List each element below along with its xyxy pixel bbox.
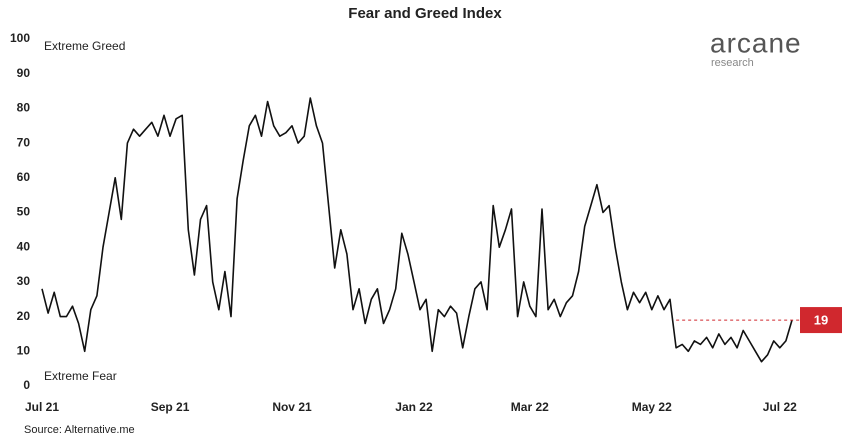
x-tick-label: Mar 22 [511, 400, 549, 414]
logo: arcane [710, 27, 802, 58]
y-tick-label: 30 [17, 274, 31, 288]
x-tick-label: Jul 21 [25, 400, 59, 414]
line [41, 97, 793, 363]
x-tick-label: Sep 21 [151, 400, 190, 414]
source: Source: Alternative.me [24, 424, 135, 436]
x-tick-label: May 22 [632, 400, 672, 414]
y-tick-label: 80 [17, 101, 31, 115]
y-tick-label: 40 [17, 239, 31, 253]
chart-title: Fear and Greed Index [348, 5, 502, 22]
y-tick-label: 10 [17, 343, 31, 357]
y-tick-label: 70 [17, 135, 31, 149]
callout-box [800, 307, 842, 334]
annotation: Extreme Fear [44, 369, 117, 383]
y-tick-label: 60 [17, 170, 31, 184]
y-tick-label: 90 [17, 66, 31, 80]
annotation: Extreme Greed [44, 39, 125, 53]
x-tick-label: Nov 21 [272, 400, 312, 414]
callout-label: 19 [814, 313, 828, 328]
logo-sub: research [711, 57, 754, 69]
y-tick-label: 50 [17, 205, 31, 219]
x-tick-label: Jul 22 [763, 400, 797, 414]
y-tick-label: 100 [10, 31, 30, 45]
x-tick-label: Jan 22 [395, 400, 433, 414]
y-tick-label: 0 [23, 378, 30, 392]
y-tick-label: 20 [17, 309, 31, 323]
